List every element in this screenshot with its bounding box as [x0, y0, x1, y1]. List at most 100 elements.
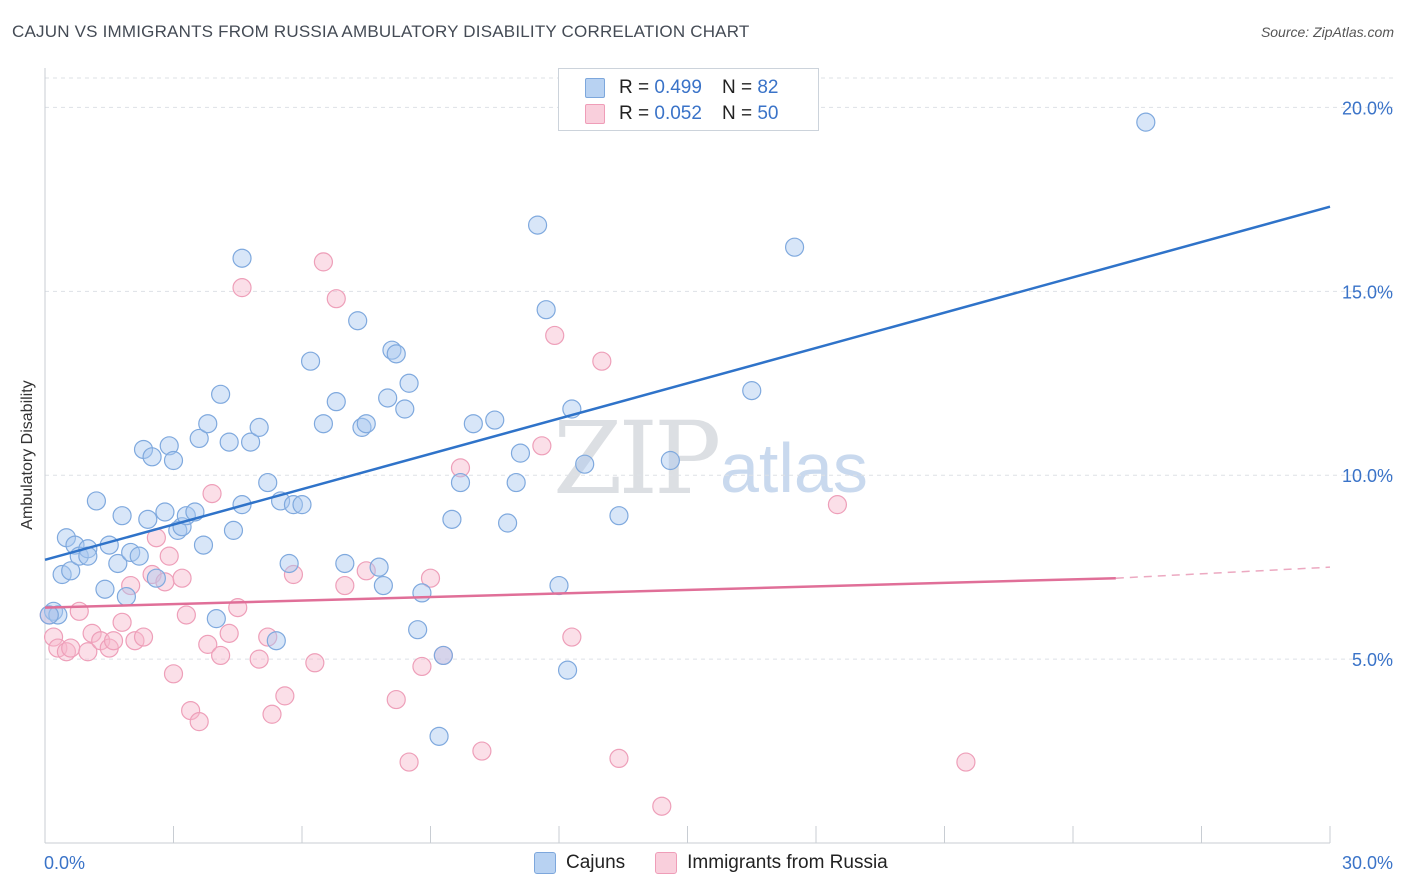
- point-cajuns: [506, 472, 526, 493]
- bottom-legend: Cajuns Immigrants from Russia: [534, 852, 918, 874]
- point-cajuns: [557, 660, 578, 680]
- x-tick-label-max: 30.0%: [1342, 853, 1393, 873]
- point-cajuns: [429, 726, 449, 746]
- point-cajuns: [223, 520, 244, 540]
- point-russia: [313, 252, 334, 272]
- point-cajuns: [498, 513, 518, 533]
- point-cajuns: [163, 450, 184, 471]
- legend-swatch-russia: [655, 852, 678, 874]
- point-cajuns: [129, 546, 149, 566]
- point-russia: [112, 612, 132, 632]
- r-label: R =: [619, 77, 650, 98]
- n-label: N =: [721, 103, 753, 124]
- point-russia: [326, 289, 346, 309]
- chart-title: CAJUN VS IMMIGRANTS FROM RUSSIA AMBULATO…: [12, 22, 750, 41]
- point-cajuns: [155, 502, 175, 522]
- point-russia: [592, 351, 612, 371]
- point-russia: [202, 484, 222, 504]
- trend-line-russia: [44, 576, 1116, 609]
- point-cajuns: [536, 300, 556, 320]
- y-tick-label: 20.0%: [1342, 98, 1393, 118]
- point-russia: [176, 605, 196, 625]
- point-cajuns: [412, 583, 432, 603]
- point-russia: [262, 704, 282, 724]
- point-cajuns: [373, 575, 393, 596]
- point-russia: [159, 546, 179, 566]
- y-tick-label: 5.0%: [1352, 650, 1393, 670]
- point-cajuns: [241, 432, 261, 452]
- n-label: N =: [721, 77, 753, 98]
- point-cajuns: [442, 509, 462, 529]
- legend-swatch-cajuns: [534, 852, 556, 874]
- point-russia: [412, 656, 432, 677]
- point-russia: [121, 575, 141, 596]
- point-cajuns: [742, 381, 762, 401]
- point-cajuns: [463, 414, 483, 434]
- point-cajuns: [146, 568, 166, 588]
- point-cajuns: [266, 631, 286, 651]
- point-cajuns: [112, 506, 132, 526]
- point-cajuns: [395, 399, 415, 419]
- point-cajuns: [1136, 112, 1156, 132]
- legend-item-russia: Immigrants from Russia: [655, 852, 888, 874]
- y-tick-label: 10.0%: [1342, 466, 1393, 486]
- r-value-russia: 0.052: [654, 103, 702, 124]
- watermark-zip: ZIP: [553, 400, 721, 517]
- point-cajuns: [249, 417, 269, 437]
- point-russia: [198, 634, 218, 654]
- point-russia: [211, 645, 231, 666]
- point-cajuns: [193, 535, 214, 555]
- point-cajuns: [378, 388, 398, 408]
- point-cajuns: [279, 553, 299, 574]
- point-russia: [335, 575, 355, 596]
- r-label: R =: [619, 103, 650, 124]
- point-cajuns: [399, 373, 419, 393]
- point-russia: [172, 568, 192, 588]
- stats-legend-row-russia: R = 0.052 N = 50: [585, 102, 778, 126]
- y-tick-label: 15.0%: [1342, 282, 1393, 302]
- point-cajuns: [356, 414, 376, 434]
- legend-item-cajuns: Cajuns: [534, 852, 625, 874]
- point-russia: [103, 631, 124, 651]
- point-cajuns: [609, 506, 629, 526]
- point-cajuns: [206, 609, 226, 629]
- r-value-cajuns: 0.499: [654, 77, 702, 98]
- point-cajuns: [527, 215, 548, 235]
- legend-label-russia: Immigrants from Russia: [687, 852, 888, 873]
- x-tick-label-min: 0.0%: [44, 853, 85, 873]
- n-value-russia: 50: [757, 103, 779, 124]
- n-value-cajuns: 82: [757, 77, 779, 98]
- russia-swatch: [585, 104, 605, 124]
- point-russia: [232, 278, 252, 298]
- point-cajuns: [142, 447, 162, 467]
- point-russia: [545, 325, 565, 346]
- point-cajuns: [159, 436, 179, 456]
- point-russia: [450, 458, 471, 478]
- trend-line-russia-extrapolated: [1115, 566, 1331, 579]
- source-label: Source: ZipAtlas.com: [1260, 24, 1394, 40]
- point-cajuns: [485, 410, 505, 430]
- point-cajuns: [138, 509, 158, 529]
- point-cajuns: [232, 248, 252, 268]
- watermark-atlas: atlas: [720, 429, 868, 507]
- point-russia: [472, 741, 492, 761]
- point-cajuns: [348, 311, 368, 331]
- point-russia: [283, 564, 304, 585]
- point-russia: [956, 752, 976, 772]
- point-cajuns: [660, 450, 680, 471]
- point-russia: [189, 712, 209, 732]
- point-russia: [420, 568, 441, 588]
- stats-legend-row-cajuns: R = 0.499 N = 82: [585, 76, 778, 100]
- point-cajuns: [335, 553, 355, 574]
- point-russia: [133, 627, 154, 647]
- point-russia: [305, 653, 325, 673]
- point-cajuns: [784, 237, 805, 257]
- point-russia: [532, 436, 552, 456]
- point-russia: [43, 627, 64, 647]
- point-cajuns: [450, 472, 471, 493]
- point-russia: [386, 689, 406, 710]
- point-cajuns: [292, 495, 312, 515]
- point-russia: [69, 601, 89, 621]
- point-cajuns: [61, 561, 81, 581]
